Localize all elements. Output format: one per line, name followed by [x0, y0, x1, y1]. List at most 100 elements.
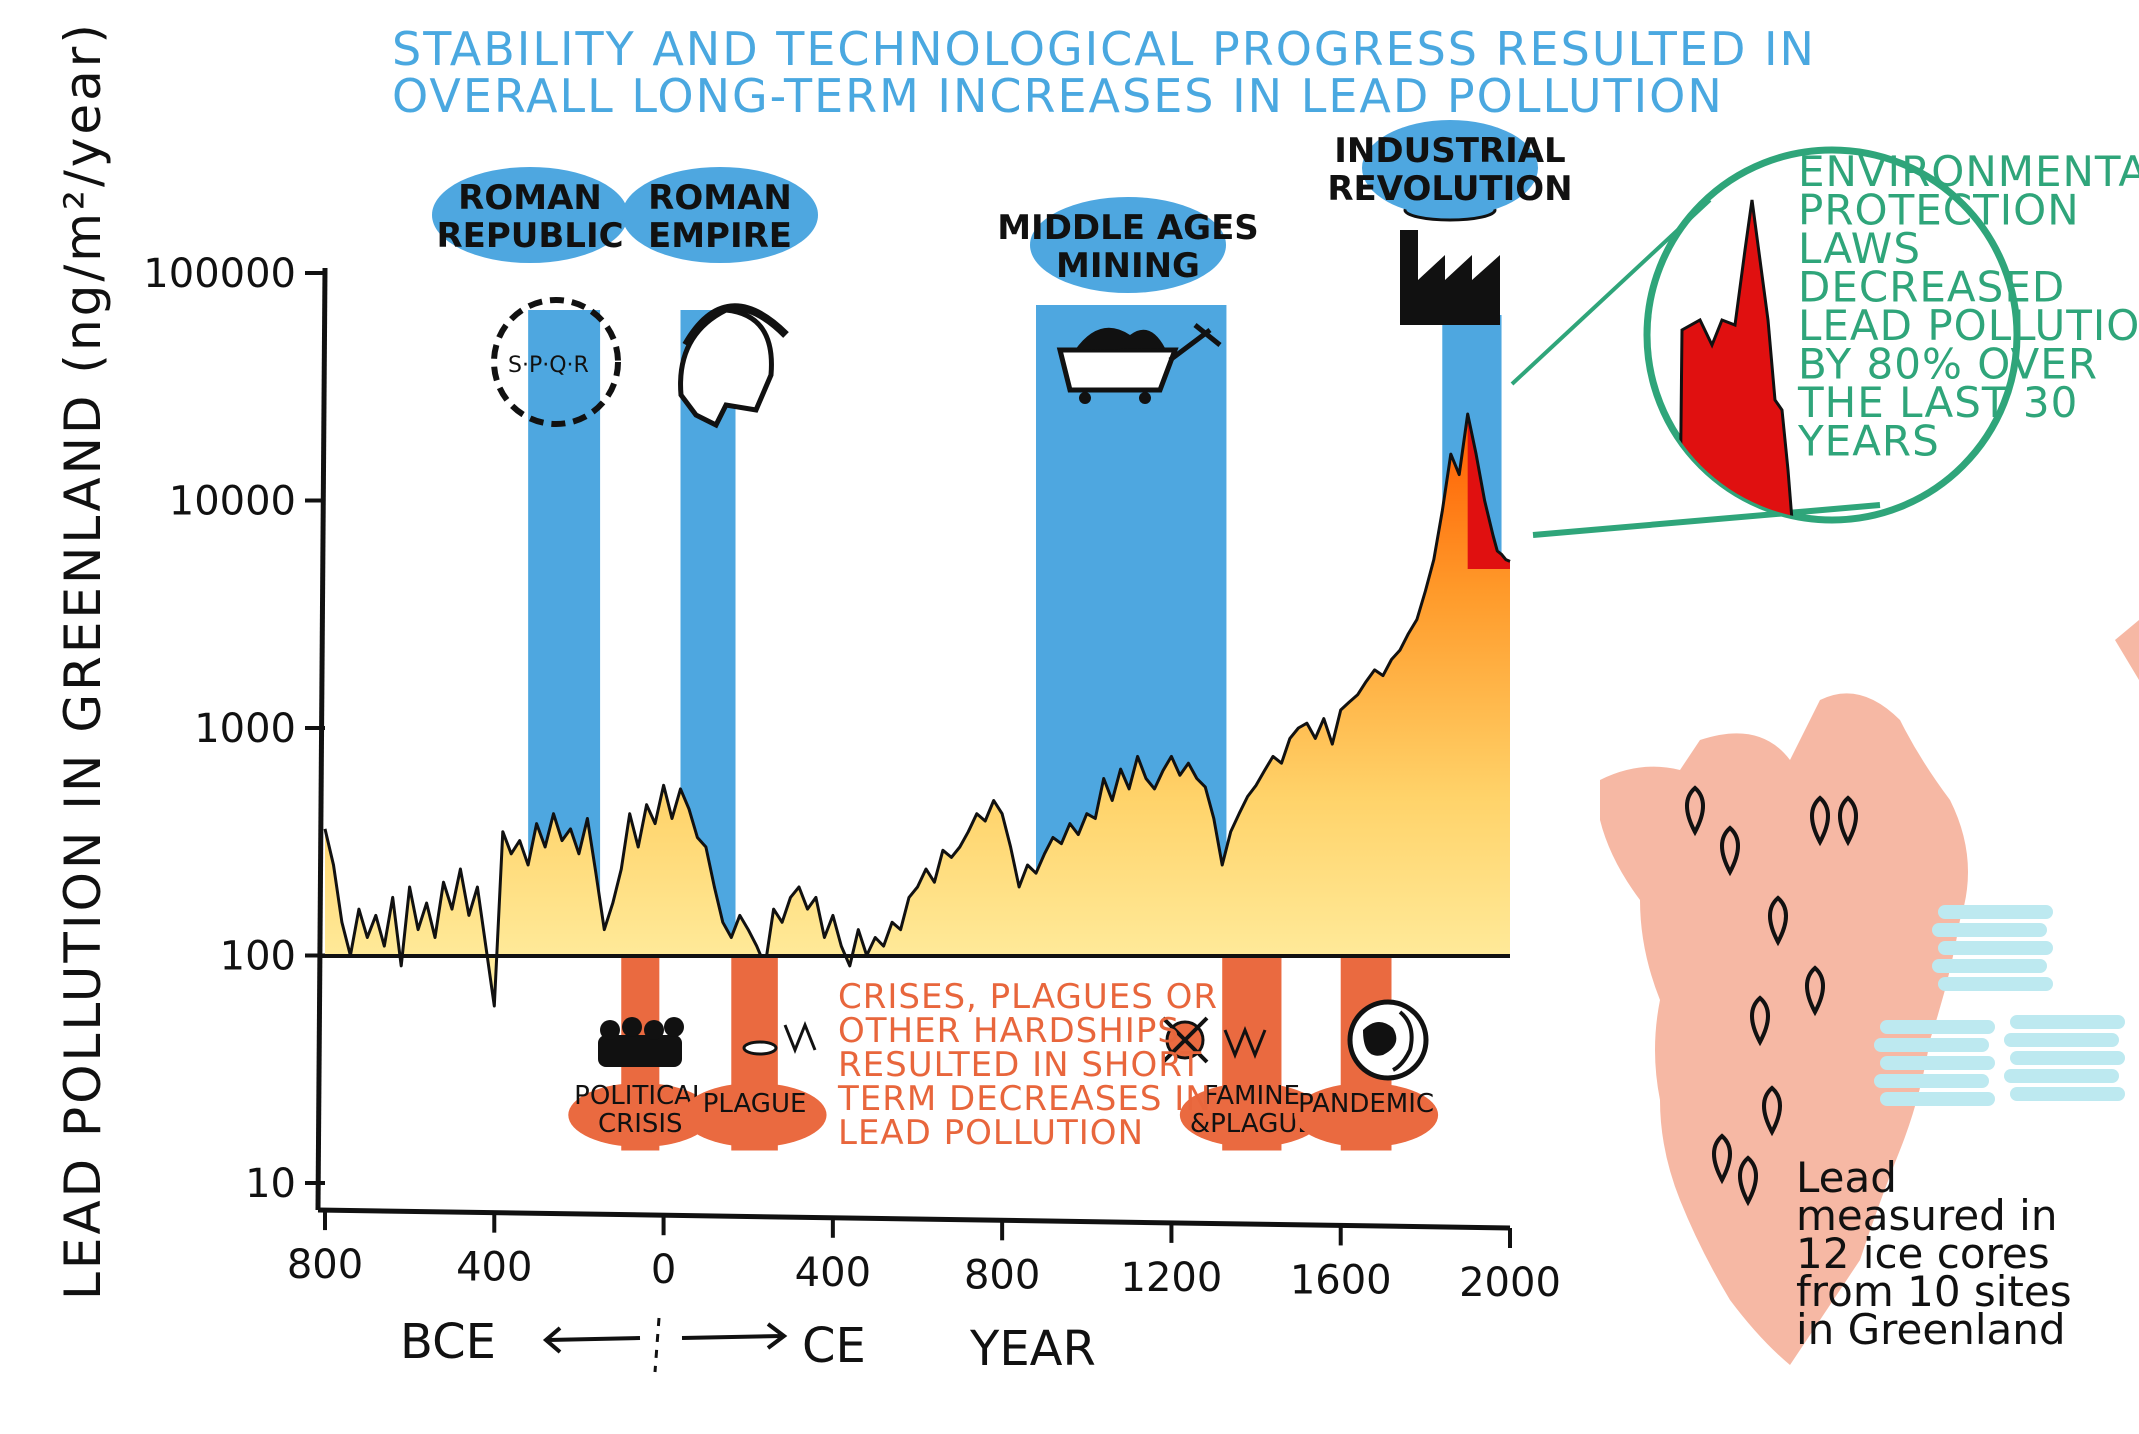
globe-icon — [1347, 999, 1429, 1081]
y-ticks: 10 100 1000 10000 100000 — [143, 251, 325, 1207]
crisis-label-2-0: FAMINE — [1204, 1081, 1300, 1111]
pin-icon-2 — [1810, 795, 1830, 847]
map-note-line-0: Lead — [1796, 1153, 1897, 1202]
era-ce-label: CE — [802, 1318, 866, 1374]
growth-label-2-0: MIDDLE AGES — [997, 208, 1259, 248]
map-note-line-1: measured in — [1796, 1191, 2057, 1240]
crisis-label-1-0: PLAGUE — [703, 1089, 807, 1119]
ice-core-samples — [1874, 905, 2125, 1106]
environmental-note-line-7: YEARS — [1797, 417, 1940, 466]
crisis-note-line-1: OTHER HARDSHIPS — [838, 1011, 1180, 1051]
zoom-circle — [1643, 146, 2021, 524]
arrow-right-icon — [681, 1322, 788, 1350]
x-ticks: 800 400 0 400 800 1200 1600 2000 — [287, 1210, 1561, 1306]
ice-core-0-3 — [1932, 959, 2047, 973]
crisis-note-line-2: RESULTED IN SHORT — [838, 1045, 1202, 1085]
environmental-note-line-1: PROTECTION — [1798, 186, 2080, 235]
pollution-line — [323, 412, 1511, 1008]
x-tick-label-3: 400 — [795, 1250, 871, 1296]
ice-core-0-0 — [1938, 905, 2053, 919]
map-note-line-3: from 10 sites — [1796, 1267, 2072, 1316]
era-divider — [653, 1317, 661, 1373]
crisis-cloud-3 — [1294, 1083, 1439, 1147]
crisis-note-line-4: LEAD POLLUTION — [838, 1113, 1144, 1153]
factory-icon — [1400, 198, 1500, 325]
ice-core-1-4 — [1880, 1092, 1995, 1106]
crisis-cloud-2 — [1179, 1083, 1324, 1147]
pin-icon-1 — [1720, 825, 1740, 877]
ice-core-0-4 — [1938, 977, 2053, 991]
growth-cloud-0 — [432, 167, 628, 263]
title-line-1: STABILITY AND TECHNOLOGICAL PROGRESS RES… — [392, 22, 1816, 76]
laurel-wreath-icon: S·P·Q·R — [491, 297, 621, 427]
growth-label-0-1: REPUBLIC — [436, 216, 623, 256]
crowd-icon — [598, 1017, 684, 1067]
ice-core-1-3 — [1874, 1074, 1989, 1088]
zoom-connector-bottom — [1532, 502, 1881, 538]
growth-label-3-0: INDUSTRIAL — [1334, 131, 1565, 171]
crisis-note-line-0: CRISES, PLAGUES OR — [838, 977, 1218, 1017]
growth-label-3-1: REVOLUTION — [1327, 169, 1572, 209]
ice-core-1-1 — [1874, 1038, 1989, 1052]
crisis-label-0-0: POLITICAL — [574, 1081, 707, 1111]
title-line-2: OVERALL LONG-TERM INCREASES IN LEAD POLL… — [392, 69, 1724, 123]
environmental-note-line-4: LEAD POLLUTION — [1798, 301, 2139, 350]
y-tick-label-0: 10 — [245, 1161, 296, 1207]
growth-label-0-0: ROMAN — [458, 178, 602, 218]
ice-core-2-1 — [2004, 1033, 2119, 1047]
x-tick-label-0: 800 — [287, 1242, 363, 1288]
environmental-note-line-0: ENVIRONMENTAL — [1798, 147, 2139, 196]
era-indicator: BCE CE YEAR — [400, 1314, 1096, 1377]
x-axis-label: YEAR — [969, 1321, 1096, 1377]
ice-core-1-0 — [1880, 1020, 1995, 1034]
roman-helmet-icon — [678, 303, 789, 429]
environmental-note: ENVIRONMENTALPROTECTIONLAWSDECREASEDLEAD… — [1797, 147, 2139, 466]
ice-core-2-2 — [2010, 1051, 2125, 1065]
ice-core-0-1 — [1932, 923, 2047, 937]
x-tick-label-2: 0 — [651, 1247, 676, 1293]
x-tick-label-4: 800 — [964, 1252, 1040, 1298]
chart-title: STABILITY AND TECHNOLOGICAL PROGRESS RES… — [392, 22, 1816, 123]
plague-rats-icon — [742, 1020, 817, 1056]
pin-icon-5 — [1805, 965, 1825, 1017]
pin-icon-9 — [1738, 1155, 1758, 1207]
crisis-label-2-1: &PLAGUE — [1190, 1109, 1314, 1139]
growth-cloud-3 — [1362, 120, 1538, 216]
y-axis-label: LEAD POLLUTION IN GREENLAND (ng/m²/year) — [54, 21, 112, 1300]
environmental-note-line-5: BY 80% OVER — [1798, 340, 2098, 389]
y-tick-label-4: 100000 — [143, 251, 296, 297]
famine-icon — [1161, 1016, 1267, 1064]
crisis-label-0-1: CRISIS — [598, 1109, 683, 1139]
greenland-map — [1600, 620, 2139, 1365]
ice-core-pins — [1685, 785, 1858, 1207]
pin-icon-0 — [1685, 785, 1705, 837]
pin-icon-4 — [1768, 895, 1788, 947]
pin-icon-7 — [1762, 1085, 1782, 1137]
x-axis-line — [317, 1207, 1511, 1231]
crisis-cloud-0 — [568, 1083, 713, 1147]
arrow-left-icon — [542, 1326, 641, 1354]
growth-label-1-1: EMPIRE — [648, 216, 792, 256]
greenland-shape — [1600, 693, 1968, 1365]
y-tick-label-2: 1000 — [194, 706, 296, 752]
map-note-line-4: in Greenland — [1796, 1305, 2066, 1354]
map-note-line-2: 12 ice cores — [1796, 1229, 2050, 1278]
pin-icon-8 — [1712, 1133, 1732, 1185]
ice-core-2-3 — [2004, 1069, 2119, 1083]
growth-label-1-0: ROMAN — [648, 178, 792, 218]
axes — [315, 267, 1511, 1231]
growth-cloud-1 — [622, 167, 818, 263]
era-bce-label: BCE — [400, 1314, 496, 1370]
growth-cloud-2 — [1030, 197, 1226, 293]
ice-core-2-4 — [2010, 1087, 2125, 1101]
ice-core-2-0 — [2010, 1015, 2125, 1029]
y-tick-label-3: 10000 — [169, 479, 296, 525]
environmental-note-line-3: DECREASED — [1798, 263, 2065, 312]
mining-cart-icon — [1056, 323, 1222, 404]
growth-label-2-1: MINING — [1056, 246, 1200, 286]
zoom-peak-shape — [1678, 199, 1794, 520]
